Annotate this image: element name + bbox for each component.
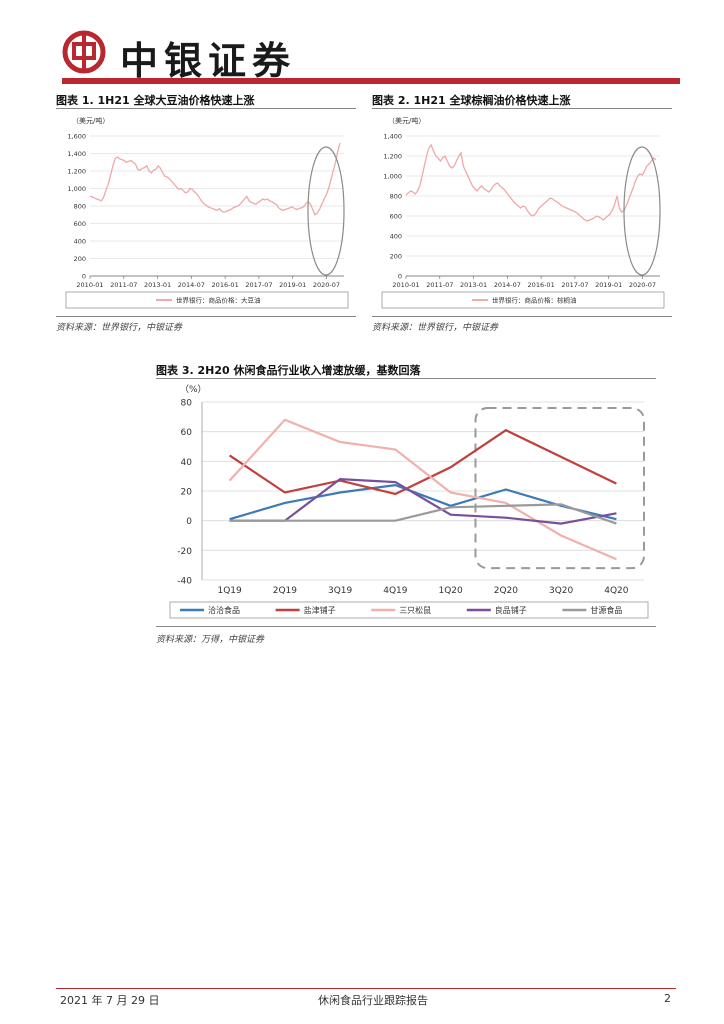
y-tick-label: 600 [74, 220, 86, 228]
y-axis-unit: （美元/吨） [72, 116, 109, 125]
x-tick-label: 1Q20 [438, 586, 463, 596]
legend-label: 世界银行：商品价格：大豆油 [176, 296, 261, 305]
y-tick-label: 1,400 [383, 133, 402, 141]
legend-label: 盐津铺子 [304, 605, 336, 615]
brand-name: 中银证券 [120, 38, 297, 83]
legend-label: 良品铺子 [495, 605, 527, 615]
legend-label: 甘源食品 [590, 605, 622, 615]
y-axis-unit: （%） [180, 384, 207, 395]
x-tick-label: 2010-01 [76, 281, 103, 289]
series-line-良品铺子 [229, 477, 617, 525]
figure-3-source-rule [156, 626, 656, 627]
y-tick-label: 80 [181, 399, 193, 409]
y-tick-label: 0 [82, 273, 86, 281]
y-tick-label: 40 [181, 458, 193, 468]
series-line-洽洽食品 [229, 483, 617, 521]
figure-1-title-rule [56, 108, 356, 109]
bank-of-china-logo [62, 30, 106, 74]
x-tick-label: 3Q19 [328, 586, 353, 596]
figure-3-chart: （%） -40 -20 0 20 40 60 80 1Q19 2Q19 3Q19 4Q19 1Q20 2Q… [169, 384, 649, 619]
x-tick-label: 3Q20 [549, 586, 574, 596]
y-tick-label: 1,000 [383, 173, 402, 181]
y-tick-label: 1,000 [67, 185, 86, 193]
figure-2-title: 图表 2. 1H21 全球棕榈油价格快速上涨 [372, 94, 571, 107]
series-line-1 [89, 142, 341, 216]
y-tick-label: 0 [186, 517, 192, 527]
x-tick-label: 2017-07 [561, 281, 588, 289]
y-tick-label: 1,600 [67, 133, 86, 141]
x-tick-label: 2010-01 [392, 281, 419, 289]
series-line-盐津铺子 [228, 428, 617, 496]
x-tick-label: 2020-07 [629, 281, 656, 289]
figure-3-source: 资料来源：万得，中银证券 [156, 635, 265, 645]
legend-box [169, 601, 649, 619]
figure-1-source: 资料来源：世界银行，中银证券 [56, 323, 183, 333]
x-tick-label: 1Q19 [217, 586, 242, 596]
figure-3-title-rule [156, 378, 656, 379]
y-tick-label: 200 [74, 255, 86, 263]
y-tick-label: 0 [398, 273, 402, 281]
x-tick-label: 2011-07 [426, 281, 453, 289]
highlight-ellipse [307, 146, 345, 276]
y-tick-label: -40 [177, 577, 192, 587]
x-tick-label: 2016-01 [528, 281, 555, 289]
y-tick-label: 1,200 [383, 153, 402, 161]
x-tick-label: 2014-07 [178, 281, 205, 289]
source-rule-right [372, 316, 672, 317]
legend-box [65, 291, 349, 309]
x-tick-label: 2013-01 [460, 281, 487, 289]
footer-red-line [56, 988, 676, 989]
header-red-bar [62, 78, 680, 84]
series-line-2 [405, 143, 657, 222]
series-line-甘源食品 [229, 503, 617, 525]
x-tick-label: 2014-07 [494, 281, 521, 289]
x-tick-label: 4Q20 [604, 586, 629, 596]
y-tick-label: 400 [390, 233, 402, 241]
y-tick-label: -20 [177, 547, 192, 557]
figure-1-title: 图表 1. 1H21 全球大豆油价格快速上涨 [56, 94, 255, 107]
series-line-三只松鼠 [228, 418, 617, 561]
legend-box [381, 291, 665, 309]
x-tick-label: 2019-01 [595, 281, 622, 289]
figure-3-title: 图表 3. 2H20 休闲食品行业收入增速放缓，基数回落 [156, 364, 421, 377]
y-tick-label: 800 [74, 203, 86, 211]
x-tick-label: 2011-07 [110, 281, 137, 289]
x-tick-label: 2016-01 [212, 281, 239, 289]
x-tick-label: 2019-01 [279, 281, 306, 289]
y-tick-label: 200 [390, 253, 402, 261]
x-tick-label: 2020-07 [313, 281, 340, 289]
x-tick-label: 2Q20 [494, 586, 519, 596]
y-tick-label: 800 [390, 193, 402, 201]
highlight-ellipse [623, 146, 661, 276]
y-tick-label: 1,200 [67, 168, 86, 176]
header: 中银证券 [0, 0, 724, 90]
y-tick-label: 600 [390, 213, 402, 221]
x-tick-label: 2Q19 [273, 586, 298, 596]
source-rule-left [56, 316, 356, 317]
x-tick-label: 2013-01 [144, 281, 171, 289]
legend-label: 洽洽食品 [208, 605, 240, 615]
figure-2-chart: （美元/吨） 0 200 400 600 800 1,000 1,200 1,400 2010-0… [381, 116, 665, 309]
footer-date: 2021 年 7 月 29 日 [60, 994, 160, 1007]
footer-page-number: 2 [664, 992, 671, 1005]
footer-report-title: 休闲食品行业跟踪报告 [318, 994, 428, 1007]
figure-2-title-rule [372, 108, 672, 109]
y-tick-label: 20 [181, 488, 193, 498]
x-tick-label: 4Q19 [383, 586, 408, 596]
highlight-dashed-box [474, 407, 645, 570]
figure-2-source: 资料来源：世界银行，中银证券 [372, 323, 499, 333]
y-tick-label: 1,400 [67, 150, 86, 158]
figure-1-chart: （美元/吨） 0 200 400 600 800 1,000 1,200 1,400 1,600 2… [65, 116, 349, 309]
y-tick-label: 60 [181, 428, 193, 438]
y-axis-unit: （美元/吨） [388, 116, 425, 125]
y-tick-label: 400 [74, 238, 86, 246]
legend-label: 三只松鼠 [399, 605, 431, 615]
legend-label: 世界银行：商品价格：棕榈油 [492, 296, 577, 305]
x-tick-label: 2017-07 [245, 281, 272, 289]
